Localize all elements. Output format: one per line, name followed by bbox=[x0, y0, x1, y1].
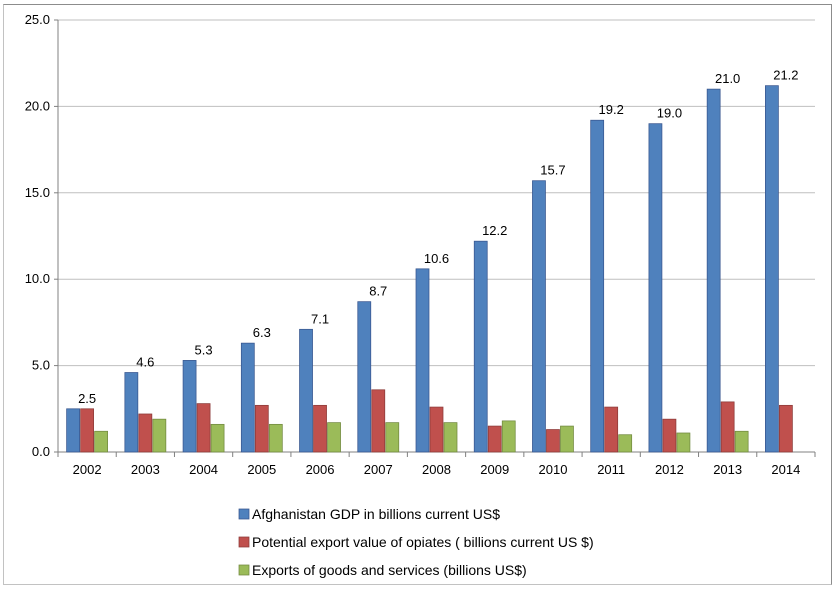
svg-text:2012: 2012 bbox=[655, 462, 684, 477]
svg-text:2013: 2013 bbox=[713, 462, 742, 477]
svg-text:2011: 2011 bbox=[597, 462, 625, 477]
svg-text:12.2: 12.2 bbox=[482, 223, 507, 238]
svg-text:10.0: 10.0 bbox=[25, 271, 50, 286]
svg-text:2002: 2002 bbox=[73, 462, 102, 477]
svg-text:8.7: 8.7 bbox=[369, 284, 387, 299]
svg-text:2003: 2003 bbox=[131, 462, 160, 477]
svg-text:25.0: 25.0 bbox=[25, 12, 50, 27]
svg-text:Afghanistan GDP in billions cu: Afghanistan GDP in billions current US$ bbox=[252, 506, 500, 522]
svg-text:15.7: 15.7 bbox=[540, 163, 565, 178]
svg-text:2.5: 2.5 bbox=[78, 391, 96, 406]
svg-text:10.6: 10.6 bbox=[424, 251, 449, 266]
svg-text:5.3: 5.3 bbox=[195, 342, 213, 357]
svg-text:2008: 2008 bbox=[422, 462, 451, 477]
svg-text:2009: 2009 bbox=[480, 462, 509, 477]
svg-text:2010: 2010 bbox=[539, 462, 568, 477]
svg-text:2007: 2007 bbox=[364, 462, 393, 477]
svg-text:0.0: 0.0 bbox=[32, 444, 50, 459]
svg-text:2004: 2004 bbox=[189, 462, 218, 477]
svg-text:2006: 2006 bbox=[306, 462, 335, 477]
svg-text:Exports of goods and services: Exports of goods and services (billions … bbox=[252, 562, 527, 578]
svg-text:21.2: 21.2 bbox=[773, 68, 798, 83]
svg-text:19.2: 19.2 bbox=[599, 102, 624, 117]
svg-text:2014: 2014 bbox=[771, 462, 800, 477]
svg-text:2005: 2005 bbox=[247, 462, 276, 477]
svg-text:5.0: 5.0 bbox=[32, 358, 50, 373]
svg-text:7.1: 7.1 bbox=[311, 311, 329, 326]
svg-text:15.0: 15.0 bbox=[25, 185, 50, 200]
svg-text:Potential export value of opia: Potential export value of opiates ( bill… bbox=[252, 534, 594, 550]
svg-text:20.0: 20.0 bbox=[25, 98, 50, 113]
svg-text:21.0: 21.0 bbox=[715, 71, 740, 86]
svg-text:19.0: 19.0 bbox=[657, 106, 682, 121]
svg-text:6.3: 6.3 bbox=[253, 325, 271, 340]
svg-text:4.6: 4.6 bbox=[136, 355, 154, 370]
